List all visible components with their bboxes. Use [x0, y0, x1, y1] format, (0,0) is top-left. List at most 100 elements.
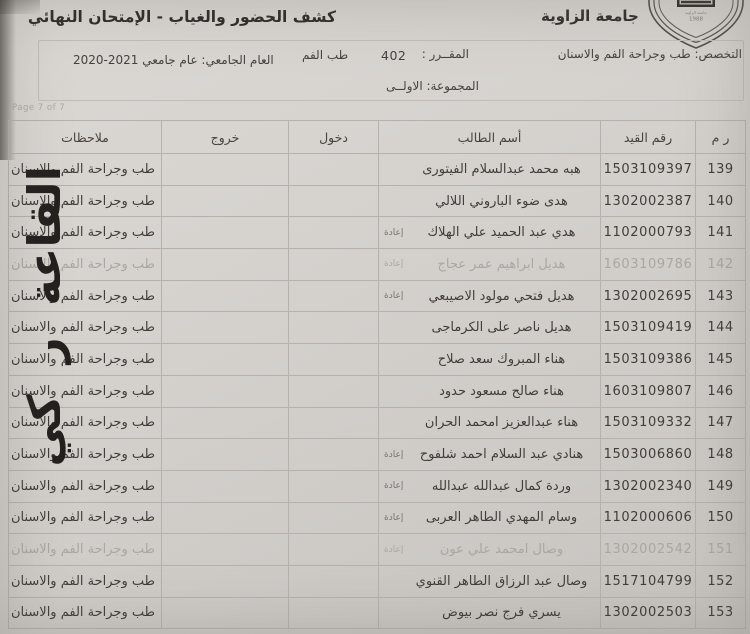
- student-name-cell: وصال عبد الرزاق الطاهر القنوي: [378, 564, 601, 598]
- logo-year: 1988: [689, 17, 703, 23]
- row-number: 144: [695, 311, 746, 345]
- student-name-cell: هناء المبروك سعد صلاح: [378, 343, 601, 376]
- student-name-cell: هناء صالح مسعود حدود: [378, 374, 601, 408]
- university-logo-icon: جامعة الزاوية 1988: [648, 0, 744, 49]
- entry-signature-cell: [288, 216, 379, 250]
- logo-motto-line: جامعة الزاوية: [685, 10, 708, 15]
- notes-cell: طب وجراحة الفم والاسنان: [8, 153, 162, 186]
- row-number: 152: [695, 564, 746, 598]
- student-row: 141 1102000793 إعادة هدي عبد الحميد علي …: [8, 216, 746, 250]
- row-number: 141: [695, 216, 746, 250]
- student-id: 1503109419: [600, 311, 696, 345]
- entry-signature-cell: [288, 469, 379, 503]
- notes-cell: طب وجراحة الفم والاسنان: [8, 184, 162, 218]
- repeat-badge: إعادة: [384, 449, 404, 460]
- entry-signature-cell: [288, 501, 379, 535]
- exit-signature-cell: [161, 469, 289, 503]
- row-number: 146: [695, 374, 746, 408]
- student-id: 1302002542: [600, 533, 696, 566]
- header-name: أسم الطالب: [378, 120, 601, 154]
- student-id: 1302002340: [600, 469, 696, 503]
- row-number: 151: [695, 533, 746, 566]
- entry-signature-cell: [288, 564, 379, 598]
- student-name-cell: هدى ضوء الباروني اللالي: [378, 184, 601, 218]
- field-course-label: المقــرر :: [421, 47, 469, 61]
- exit-signature-cell: [161, 501, 289, 535]
- student-row: 147 1503109332 هناء عبدالعزيز امحمد الحر…: [8, 406, 746, 440]
- header-entry: دخول: [288, 120, 379, 154]
- student-name: وصال امحمد علي عون: [439, 542, 564, 558]
- student-row: 149 1302002340 إعادة وردة كمال عبدالله ع…: [8, 469, 746, 503]
- student-name: هدى ضوء الباروني اللالي: [435, 193, 568, 209]
- student-name-cell: هديل ناصر على الكرماجى: [378, 311, 601, 345]
- university-name: جامعة الزاوية: [541, 7, 639, 25]
- exit-signature-cell: [161, 533, 289, 566]
- notes-cell: طب وجراحة الفم والاسنان: [8, 533, 162, 566]
- notes-cell: طب وجراحة الفم والاسنان: [8, 343, 162, 376]
- student-name: هناء عبدالعزيز امحمد الحران: [424, 415, 579, 431]
- student-name-cell: هناء عبدالعزيز امحمد الحران: [378, 406, 601, 440]
- notes-cell: طب وجراحة الفم والاسنان: [8, 438, 162, 471]
- student-row: 146 1603109807 هناء صالح مسعود حدود طب و…: [8, 374, 746, 408]
- exit-signature-cell: [161, 248, 289, 281]
- field-specialization: التخصص: طب وجراحة الفم والاسنان: [557, 47, 742, 61]
- row-number: 147: [695, 406, 746, 440]
- repeat-badge: إعادة: [384, 544, 404, 555]
- student-id: 1503109332: [600, 406, 696, 440]
- student-name-cell: إعادة هنادي عبد السلام احمد شلفوح: [378, 438, 601, 471]
- student-id: 1603109807: [600, 374, 696, 408]
- student-name: هديل فتحي مولود الاصيبعي: [428, 288, 575, 304]
- student-name-cell: إعادة وصال امحمد علي عون: [378, 533, 601, 566]
- entry-signature-cell: [288, 248, 379, 281]
- student-id: 1302002695: [600, 279, 696, 313]
- repeat-badge: إعادة: [384, 291, 404, 302]
- notes-cell: طب وجراحة الفم والاسنان: [8, 248, 162, 281]
- exam-info-box: [38, 40, 744, 101]
- student-name: هديل ناصر على الكرماجى: [431, 320, 572, 336]
- row-number: 153: [695, 596, 746, 630]
- row-number: 148: [695, 438, 746, 471]
- entry-signature-cell: [288, 184, 379, 218]
- notes-cell: طب وجراحة الفم والاسنان: [8, 311, 162, 345]
- table-body: 139 1503109397 هبه محمد عبدالسلام الفيتو…: [8, 153, 746, 630]
- header-no: ر م: [695, 120, 746, 154]
- exit-signature-cell: [161, 596, 289, 630]
- notes-cell: طب وجراحة الفم والاسنان: [8, 406, 162, 440]
- exit-signature-cell: [161, 564, 289, 598]
- student-row: 139 1503109397 هبه محمد عبدالسلام الفيتو…: [8, 153, 746, 186]
- student-name: هديل ابراهيم عمر عجاج: [437, 256, 566, 272]
- notes-cell: طب وجراحة الفم والاسنان: [8, 596, 162, 630]
- student-name: وصال عبد الرزاق الطاهر القنوي: [415, 573, 588, 589]
- entry-signature-cell: [288, 438, 379, 471]
- student-row: 145 1503109386 هناء المبروك سعد صلاح طب …: [8, 343, 746, 376]
- row-number: 145: [695, 343, 746, 376]
- student-row: 140 1302002387 هدى ضوء الباروني اللالي ط…: [8, 184, 746, 218]
- notes-cell: طب وجراحة الفم والاسنان: [8, 501, 162, 535]
- student-name: هناء صالح مسعود حدود: [439, 383, 564, 399]
- student-name-cell: إعادة وسام المهدي الطاهر العربى: [378, 501, 601, 535]
- entry-signature-cell: [288, 279, 379, 313]
- entry-signature-cell: [288, 374, 379, 408]
- exit-signature-cell: [161, 216, 289, 250]
- field-academic-year: العام الجامعي: عام جامعي 2021-2020: [73, 53, 274, 67]
- student-id: 1503006860: [600, 438, 696, 471]
- repeat-badge: إعادة: [384, 227, 404, 238]
- header-id: رقم القيد: [600, 120, 696, 154]
- entry-signature-cell: [288, 153, 379, 186]
- student-id: 1603109786: [600, 248, 696, 281]
- header-notes: ملاحظات: [8, 120, 162, 154]
- notes-cell: طب وجراحة الفم والاسنان: [8, 564, 162, 598]
- entry-signature-cell: [288, 343, 379, 376]
- student-row: 142 1603109786 إعادة هديل ابراهيم عمر عج…: [8, 248, 746, 281]
- student-row: 148 1503006860 إعادة هنادي عبد السلام اح…: [8, 438, 746, 471]
- student-name: وسام المهدي الطاهر العربى: [425, 510, 578, 526]
- field-group: المجموعة: الاولــى: [386, 79, 479, 93]
- student-id: 1517104799: [600, 564, 696, 598]
- student-name-cell: إعادة وردة كمال عبدالله عبدالله: [378, 469, 601, 503]
- attendance-table: ر م رقم القيد أسم الطالب دخول خروج ملاحظ…: [8, 120, 746, 630]
- student-id: 1302002503: [600, 596, 696, 630]
- header-exit: خروج: [161, 120, 289, 154]
- repeat-badge: إعادة: [384, 512, 404, 523]
- student-id: 1503109397: [600, 153, 696, 186]
- student-name: هنادي عبد السلام احمد شلفوح: [419, 447, 584, 463]
